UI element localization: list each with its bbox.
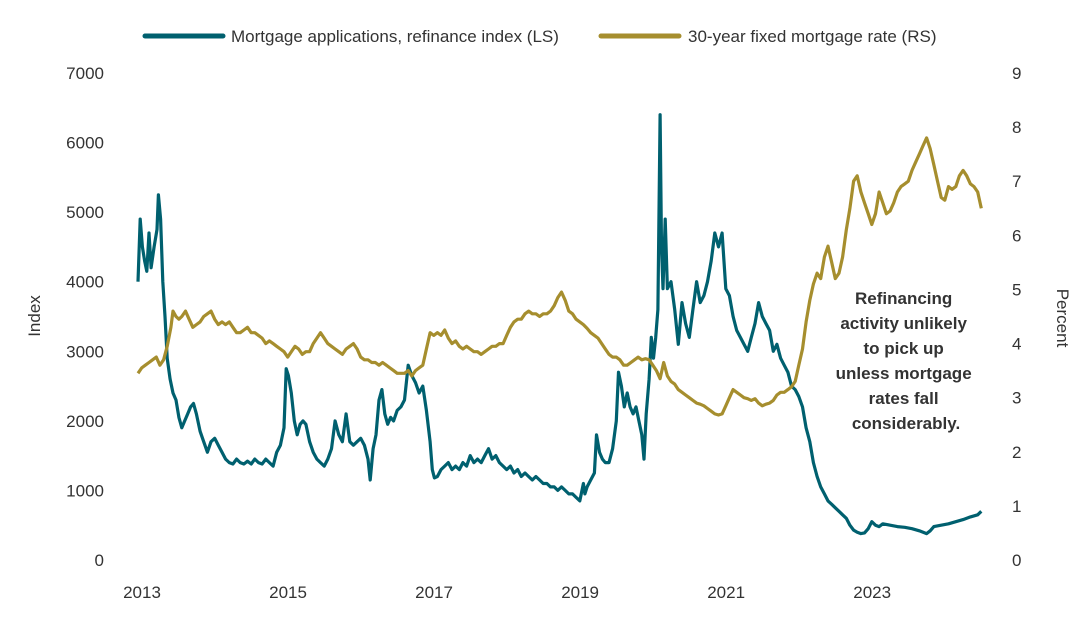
y-axis-left-label: Index	[25, 295, 44, 337]
y-left-tick-label: 0	[95, 551, 104, 570]
annotation-line: to pick up	[863, 339, 943, 358]
y-left-tick-label: 4000	[66, 273, 104, 292]
x-tick-label: 2019	[561, 583, 599, 602]
series-line-mortgage-rate	[136, 136, 983, 417]
x-tick-label: 2015	[269, 583, 307, 602]
y-right-tick-label: 5	[1012, 280, 1021, 299]
annotation-line: Refinancing	[855, 289, 952, 308]
legend-label-refinance: Mortgage applications, refinance index (…	[231, 27, 559, 46]
y-left-tick-label: 5000	[66, 203, 104, 222]
annotation-line: rates fall	[869, 389, 939, 408]
x-tick-label: 2021	[707, 583, 745, 602]
x-tick-label: 2017	[415, 583, 453, 602]
annotation: Refinancing activity unlikely to pick up…	[836, 289, 977, 433]
legend-label-mortgage-rate: 30-year fixed mortgage rate (RS)	[688, 27, 937, 46]
y-right-tick-label: 3	[1012, 389, 1021, 408]
y-right-tick-label: 9	[1012, 64, 1021, 83]
y-axis-left-ticks: 0 1000 2000 3000 4000 5000 6000 7000	[66, 64, 104, 570]
y-axis-right-label: Percent	[1053, 289, 1072, 348]
plot-area	[136, 113, 983, 536]
y-right-tick-label: 4	[1012, 335, 1021, 354]
y-right-tick-label: 2	[1012, 443, 1021, 462]
y-left-tick-label: 1000	[66, 481, 104, 500]
x-axis-ticks: 2013 2015 2017 2019 2021 2023	[123, 583, 891, 602]
y-right-tick-label: 6	[1012, 226, 1021, 245]
y-left-tick-label: 3000	[66, 342, 104, 361]
y-right-tick-label: 1	[1012, 497, 1021, 516]
y-left-tick-label: 6000	[66, 134, 104, 153]
annotation-line: unless mortgage	[836, 364, 972, 383]
y-left-tick-label: 2000	[66, 412, 104, 431]
annotation-line: activity unlikely	[840, 314, 967, 333]
y-right-tick-label: 8	[1012, 118, 1021, 137]
x-tick-label: 2023	[853, 583, 891, 602]
x-tick-label: 2013	[123, 583, 161, 602]
y-right-tick-label: 7	[1012, 172, 1021, 191]
y-left-tick-label: 7000	[66, 64, 104, 83]
annotation-line: considerably.	[852, 414, 960, 433]
legend: Mortgage applications, refinance index (…	[142, 27, 937, 46]
y-axis-right-ticks: 0 1 2 3 4 5 6 7 8 9	[1012, 64, 1021, 570]
y-right-tick-label: 0	[1012, 551, 1021, 570]
